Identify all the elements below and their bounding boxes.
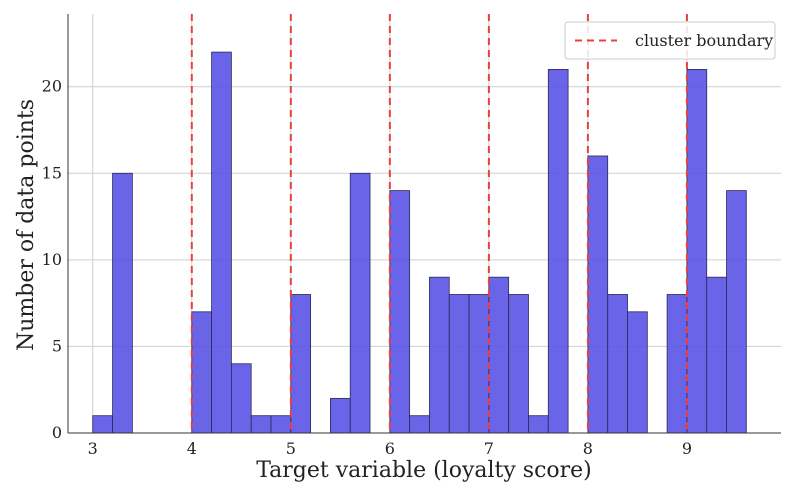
x-tick-label-3: 3 — [88, 439, 98, 458]
histogram-bar-10 — [389, 190, 411, 434]
histogram-bar-14 — [468, 294, 490, 434]
histogram-bar-23 — [686, 69, 708, 434]
y-tick-label-10: 10 — [42, 250, 62, 269]
histogram-bar-6 — [270, 415, 292, 434]
histogram-bar-25 — [726, 190, 747, 434]
x-tick-label-8: 8 — [583, 439, 593, 458]
histogram-bar-20 — [607, 294, 628, 434]
histogram-bar-11 — [409, 415, 430, 434]
x-tick-label-7: 7 — [484, 439, 494, 458]
y-tick-label-0: 0 — [52, 423, 62, 442]
histogram-bar-8 — [330, 397, 351, 434]
x-tick-label-6: 6 — [385, 439, 395, 458]
cluster-boundaries — [190, 14, 688, 433]
tick-labels: 3 4 5 6 7 8 9 0 5 10 15 20 — [42, 77, 692, 458]
histogram-bar-0 — [92, 415, 113, 434]
histogram-bar-12 — [429, 276, 450, 434]
axes — [67, 14, 781, 434]
histogram-bar-7 — [290, 294, 312, 434]
histogram-bar-24 — [706, 276, 727, 434]
legend-box — [564, 21, 776, 60]
x-tick-label-4: 4 — [187, 439, 197, 458]
y-tick-label-15: 15 — [42, 163, 62, 182]
histogram-bar-13 — [448, 294, 470, 434]
histogram-bar-5 — [250, 415, 272, 434]
histogram-bar-1 — [112, 172, 133, 434]
x-axis-label: Target variable (loyalty score) — [256, 458, 592, 483]
histogram-bar-16 — [508, 294, 529, 434]
histogram-bar-9 — [349, 172, 371, 434]
histogram-bar-15 — [488, 276, 510, 434]
x-tick-label-5: 5 — [286, 439, 296, 458]
histogram-bar-17 — [528, 415, 549, 434]
legend-label-cluster-boundary: cluster boundary — [635, 31, 773, 50]
histogram-bar-18 — [547, 69, 569, 434]
histogram-bar-2 — [191, 311, 212, 434]
x-tick-label-9: 9 — [682, 439, 692, 458]
y-tick-label-5: 5 — [52, 336, 62, 355]
y-axis-label: Number of data points — [14, 99, 39, 351]
histogram-bar-22 — [666, 294, 688, 434]
histogram-bar-19 — [587, 155, 609, 434]
histogram-bar-4 — [230, 363, 252, 434]
y-tick-label-20: 20 — [42, 77, 62, 96]
histogram-bar-3 — [211, 51, 232, 434]
histogram-bar-21 — [627, 311, 648, 434]
legend: cluster boundary — [564, 21, 776, 60]
